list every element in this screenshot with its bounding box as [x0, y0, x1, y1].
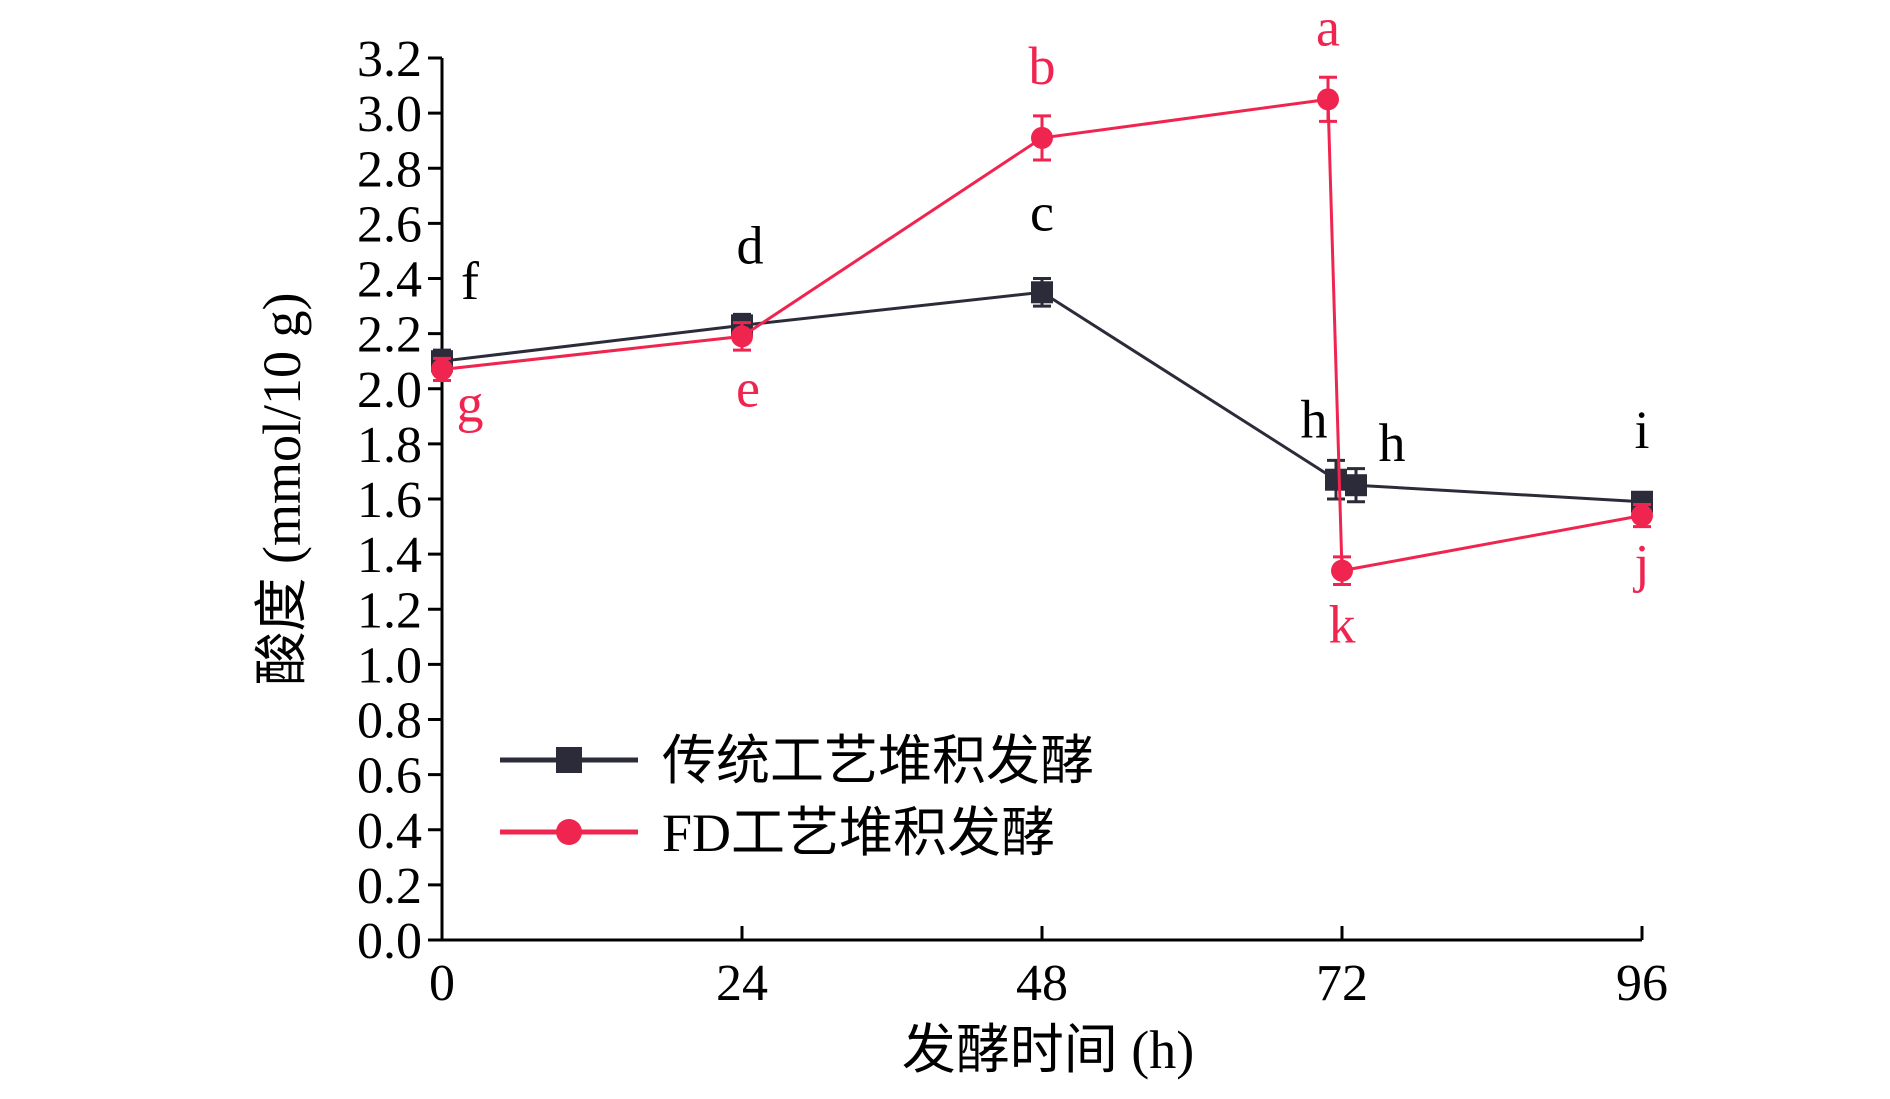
significance-label: f — [461, 251, 479, 311]
series-0: f d c h h i — [431, 182, 1653, 513]
y-tick-label: 0.6 — [357, 748, 422, 805]
legend-label: FD工艺堆积发酵 — [662, 803, 1055, 863]
significance-label: a — [1316, 0, 1340, 57]
series-line — [441, 97, 1643, 573]
y-tick-label: 0.0 — [357, 913, 422, 970]
legend-item: 传统工艺堆积发酵 — [500, 731, 1094, 791]
data-point — [1031, 281, 1053, 304]
legend-marker — [556, 747, 582, 773]
data-point — [1331, 559, 1353, 582]
legend-item: FD工艺堆积发酵 — [500, 803, 1055, 863]
significance-label: e — [736, 358, 760, 418]
y-tick-label: 1.2 — [357, 582, 422, 639]
y-tick-label: 3.2 — [357, 31, 422, 88]
significance-label: j — [1632, 534, 1649, 594]
series-line — [441, 290, 1643, 504]
legend-label: 传统工艺堆积发酵 — [662, 731, 1094, 791]
y-tick-label: 0.4 — [357, 803, 422, 860]
y-axis-title: 酸度 (mmol/10 g) — [252, 293, 312, 686]
axes: 0.00.20.40.60.81.01.21.41.61.82.02.22.42… — [252, 31, 1668, 1080]
data-point — [1317, 88, 1339, 111]
series-1: g e b a k j — [431, 0, 1653, 655]
data-point — [1631, 504, 1653, 527]
y-tick-label: 2.4 — [357, 252, 422, 309]
data-point — [1031, 126, 1053, 149]
significance-label: i — [1634, 400, 1649, 460]
significance-label: h — [1301, 390, 1328, 450]
x-tick-label: 72 — [1316, 955, 1368, 1012]
y-tick-label: 0.8 — [357, 693, 422, 750]
significance-label: h — [1379, 413, 1406, 473]
x-axis-title: 发酵时间 (h) — [902, 1020, 1194, 1080]
y-tick-label: 2.2 — [357, 307, 422, 364]
significance-label: d — [737, 215, 764, 275]
legend-marker — [556, 819, 582, 845]
significance-label: g — [457, 373, 484, 433]
y-tick-label: 1.8 — [357, 417, 422, 474]
series-layer: f d c h h i g e b a k j — [431, 0, 1653, 655]
data-point — [431, 358, 453, 381]
x-tick-label: 48 — [1016, 955, 1068, 1012]
x-tick-label: 24 — [716, 955, 768, 1012]
y-tick-label: 2.6 — [357, 196, 422, 253]
data-point — [731, 325, 753, 348]
data-point — [1345, 474, 1367, 497]
y-tick-label: 1.0 — [357, 637, 422, 694]
significance-label: b — [1029, 36, 1056, 96]
data-point — [1325, 468, 1347, 491]
x-tick-label: 96 — [1616, 955, 1668, 1012]
significance-label: c — [1030, 182, 1054, 242]
y-tick-label: 1.6 — [357, 472, 422, 529]
y-tick-label: 2.0 — [357, 362, 422, 419]
y-tick-label: 0.2 — [357, 858, 422, 915]
y-tick-label: 2.8 — [357, 141, 422, 198]
legend: 传统工艺堆积发酵 FD工艺堆积发酵 — [500, 731, 1094, 863]
y-tick-label: 3.0 — [357, 86, 422, 143]
significance-label: k — [1329, 595, 1356, 655]
x-tick-label: 0 — [429, 955, 455, 1012]
y-tick-label: 1.4 — [357, 527, 422, 584]
